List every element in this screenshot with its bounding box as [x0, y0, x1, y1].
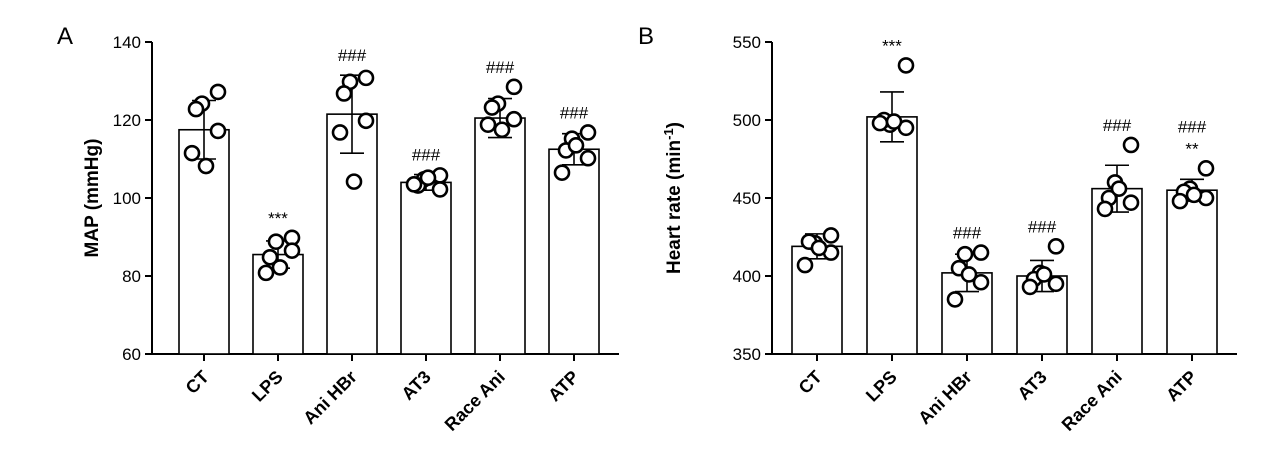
- data-point: [479, 116, 497, 133]
- significance-label: ###: [953, 224, 982, 243]
- x-category-label: AT3: [398, 367, 435, 404]
- bar: [400, 181, 452, 355]
- data-point: [553, 164, 571, 181]
- data-point: [335, 85, 353, 102]
- data-point: [885, 113, 903, 130]
- x-category-label: Ani HBr: [914, 367, 976, 429]
- data-point: [267, 233, 285, 250]
- data-point: [897, 57, 915, 74]
- data-point: [187, 100, 205, 118]
- significance-label: ###: [1103, 116, 1132, 135]
- x-category-label: ATP: [1162, 367, 1201, 406]
- data-point: [405, 176, 423, 193]
- y-axis-title: Heart rate (min-1): [661, 122, 685, 274]
- data-point: [1021, 278, 1039, 296]
- data-point: [1185, 186, 1203, 204]
- data-point: [493, 121, 511, 139]
- significance-label: ###: [560, 103, 589, 122]
- significance-label: **: [1185, 139, 1199, 158]
- data-point: [796, 256, 814, 274]
- significance-label: ###: [1178, 117, 1207, 136]
- significance-label: ###: [338, 46, 367, 65]
- x-category-label: CT: [182, 367, 213, 398]
- data-point: [972, 244, 990, 261]
- data-point: [261, 248, 279, 266]
- bar: [1166, 189, 1218, 355]
- data-point: [810, 239, 828, 257]
- data-point: [331, 124, 349, 141]
- data-point: [257, 264, 275, 282]
- y-tick-label: 100: [113, 189, 141, 208]
- data-point: [505, 78, 523, 96]
- x-category-label: ATP: [544, 367, 583, 406]
- significance-label: ###: [486, 58, 515, 77]
- data-point: [960, 266, 978, 283]
- data-point: [483, 99, 501, 116]
- bar: [866, 116, 918, 355]
- y-tick-label: 120: [113, 111, 141, 130]
- significance-label: ###: [412, 146, 441, 165]
- data-point: [1122, 194, 1140, 211]
- data-point: [822, 227, 840, 244]
- y-tick-label: 60: [122, 345, 141, 364]
- data-point: [579, 124, 597, 141]
- bar: [1091, 187, 1143, 355]
- y-tick-label: 550: [733, 33, 761, 52]
- y-tick-label: 80: [122, 267, 141, 286]
- y-tick-label: 140: [113, 33, 141, 52]
- data-point: [1047, 275, 1065, 293]
- x-category-label: Race Ani: [1058, 367, 1126, 435]
- y-tick-label: 350: [733, 345, 761, 364]
- y-axis-title: MAP (mmHg): [82, 139, 103, 258]
- data-point: [567, 137, 585, 154]
- data-point: [197, 157, 215, 175]
- x-category-label: CT: [795, 367, 826, 398]
- data-point: [271, 259, 289, 276]
- data-point: [579, 149, 597, 167]
- x-category-label: Ani HBr: [299, 367, 361, 429]
- panel-label-a: A: [57, 23, 73, 50]
- data-point: [209, 122, 227, 140]
- panel-label-b: B: [638, 23, 654, 50]
- x-category-label: LPS: [862, 367, 901, 406]
- data-point: [431, 181, 449, 198]
- data-point: [345, 173, 363, 190]
- data-point: [419, 169, 437, 187]
- data-point: [871, 114, 889, 132]
- y-tick-label: 400: [733, 267, 761, 286]
- x-category-label: AT3: [1014, 367, 1051, 404]
- data-point: [1197, 160, 1215, 177]
- x-category-label: Race Ani: [441, 367, 509, 435]
- significance-label: ***: [882, 36, 902, 55]
- y-tick-label: 500: [733, 111, 761, 130]
- data-point: [1047, 238, 1065, 255]
- data-point: [956, 245, 974, 263]
- data-point: [1122, 136, 1140, 154]
- data-point: [1096, 200, 1114, 218]
- data-point: [972, 273, 990, 291]
- data-point: [183, 144, 201, 162]
- y-tick-label: 450: [733, 189, 761, 208]
- data-point: [505, 110, 523, 128]
- bar: [474, 117, 526, 355]
- significance-label: ###: [1028, 217, 1057, 236]
- data-point: [209, 83, 227, 101]
- chart-panel-b: 350 400 450 500 550 Heart rate (min-1) CT *** LP…: [661, 33, 1237, 435]
- data-point: [1110, 180, 1128, 197]
- x-category-label: LPS: [248, 367, 287, 406]
- data-point: [357, 69, 375, 87]
- data-point: [1171, 192, 1189, 210]
- data-point: [357, 112, 375, 130]
- data-point: [1035, 266, 1053, 283]
- data-point: [946, 291, 964, 308]
- bar: [548, 148, 600, 355]
- data-point: [283, 242, 301, 259]
- significance-label: ***: [268, 209, 288, 228]
- chart-panel-a: 60 80 100 120 140 MAP (mmHg) CT *** LPS ### Ani HB…: [82, 33, 619, 435]
